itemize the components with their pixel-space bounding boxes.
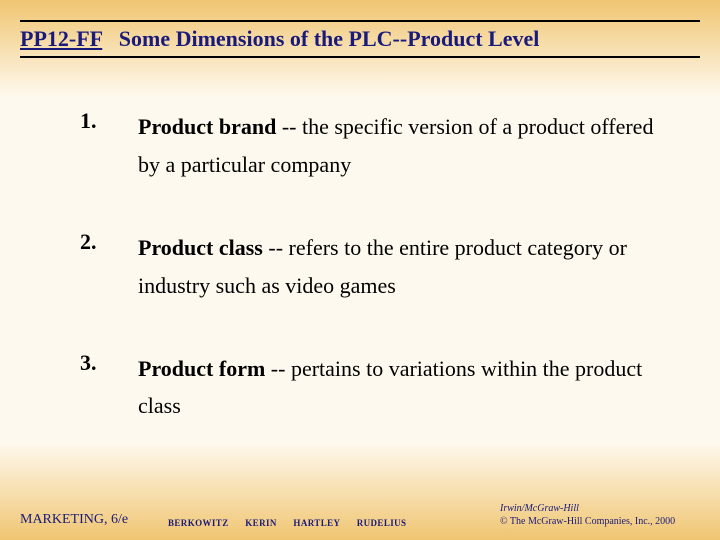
slide-title: PP12-FF Some Dimensions of the PLC--Prod… (20, 22, 700, 56)
footer-authors: BERKOWITZ KERIN HARTLEY RUDELIUS (160, 518, 500, 528)
slide-title-text: Some Dimensions of the PLC--Product Leve… (119, 26, 540, 51)
item-term: Product class (138, 235, 263, 260)
list-item: 3. Product form -- pertains to variation… (80, 350, 680, 425)
body: 1. Product brand -- the specific version… (0, 58, 720, 424)
slide: PP12-FF Some Dimensions of the PLC--Prod… (0, 0, 720, 540)
item-number: 1. (80, 108, 138, 183)
list-item: 1. Product brand -- the specific version… (80, 108, 680, 183)
footer: MARKETING, 6/e BERKOWITZ KERIN HARTLEY R… (20, 502, 700, 528)
item-text: Product form -- pertains to variations w… (138, 350, 680, 425)
item-text: Product brand -- the specific version of… (138, 108, 680, 183)
footer-right: Irwin/McGraw-Hill © The McGraw-Hill Comp… (500, 502, 700, 528)
footer-copyright: © The McGraw-Hill Companies, Inc., 2000 (500, 515, 700, 528)
item-term: Product brand (138, 114, 276, 139)
item-number: 2. (80, 229, 138, 304)
item-term: Product form (138, 356, 265, 381)
item-number: 3. (80, 350, 138, 425)
footer-left: MARKETING, 6/e (20, 512, 160, 528)
footer-imprint: Irwin/McGraw-Hill (500, 502, 700, 515)
slide-code: PP12-FF (20, 26, 102, 51)
header: PP12-FF Some Dimensions of the PLC--Prod… (0, 0, 720, 58)
list-item: 2. Product class -- refers to the entire… (80, 229, 680, 304)
item-text: Product class -- refers to the entire pr… (138, 229, 680, 304)
